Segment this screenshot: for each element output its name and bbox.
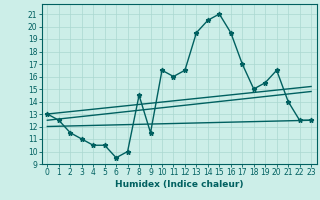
- X-axis label: Humidex (Indice chaleur): Humidex (Indice chaleur): [115, 180, 244, 189]
